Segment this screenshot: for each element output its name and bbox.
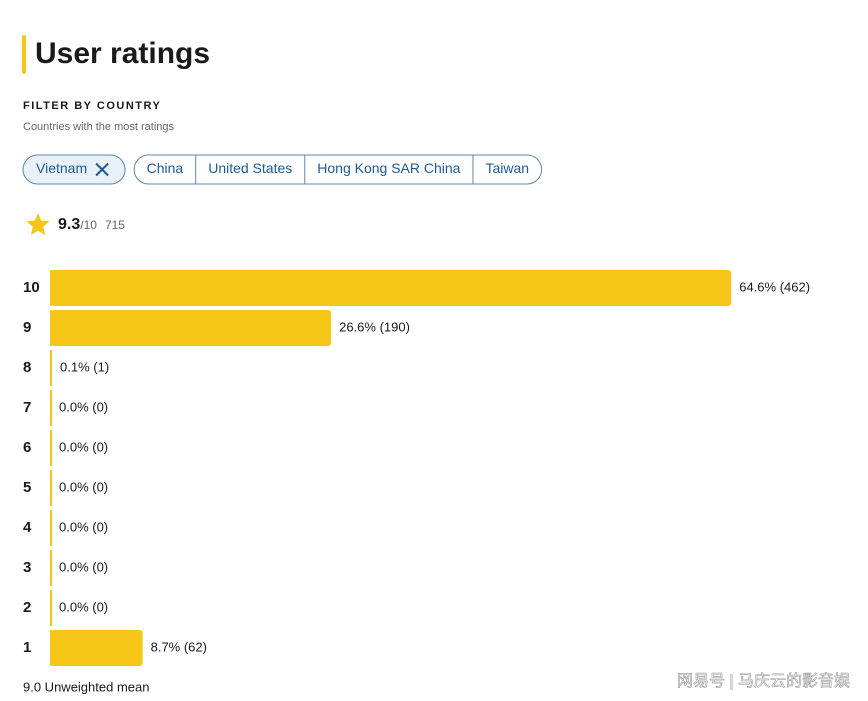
star-icon (26, 213, 50, 235)
value-label: 0.0% (0) (59, 559, 108, 574)
filter-label: FILTER BY COUNTRY (23, 100, 161, 112)
value-label: 0.0% (0) (59, 519, 108, 534)
rating-label: 3 (23, 559, 31, 576)
rating-label: 2 (23, 599, 31, 616)
rating-scale: /10 (80, 218, 97, 232)
watermark: 网易号 | 马庆云的影音娱 (677, 672, 850, 690)
country-chip[interactable]: Taiwan (485, 160, 529, 176)
rating-label: 7 (23, 399, 31, 416)
bar (51, 310, 332, 346)
country-chip[interactable]: Hong Kong SAR China (317, 160, 460, 176)
title-accent (22, 35, 26, 74)
rating-label: 5 (23, 479, 31, 496)
bar (51, 270, 732, 306)
bar (51, 630, 143, 666)
selected-chip-label: Vietnam (36, 160, 87, 176)
chip-group (133, 154, 543, 185)
rating-label: 4 (23, 519, 32, 536)
value-label: 0.0% (0) (59, 399, 108, 414)
value-label: 8.7% (62) (151, 639, 207, 654)
value-label: 0.0% (0) (59, 439, 108, 454)
rating-score: 9.3 (58, 216, 80, 233)
title: User ratings (35, 37, 210, 70)
bar-base (50, 470, 52, 506)
bar-base (50, 590, 52, 626)
value-label: 0.1% (1) (60, 359, 109, 374)
rating-label: 8 (23, 359, 31, 376)
rating-label: 6 (23, 439, 31, 456)
value-label: 26.6% (190) (339, 319, 410, 334)
bar-base (50, 430, 52, 466)
rating-label: 1 (23, 639, 31, 656)
bar-base (50, 390, 52, 426)
rating-count: 715 (105, 218, 125, 232)
mean-note: 9.0 Unweighted mean (23, 679, 149, 694)
country-chip[interactable]: China (147, 160, 184, 176)
remove-icon[interactable] (95, 162, 109, 177)
rating-label: 9 (23, 319, 31, 336)
bar-base (50, 510, 52, 546)
country-chip[interactable]: United States (208, 160, 292, 176)
value-label: 0.0% (0) (59, 479, 108, 494)
filter-subtitle: Countries with the most ratings (23, 121, 175, 133)
bar (51, 350, 53, 386)
value-label: 0.0% (0) (59, 599, 108, 614)
bar-base (50, 550, 52, 586)
value-label: 64.6% (462) (739, 279, 810, 294)
selected-chip[interactable] (22, 154, 126, 185)
rating-label: 10 (23, 279, 40, 296)
